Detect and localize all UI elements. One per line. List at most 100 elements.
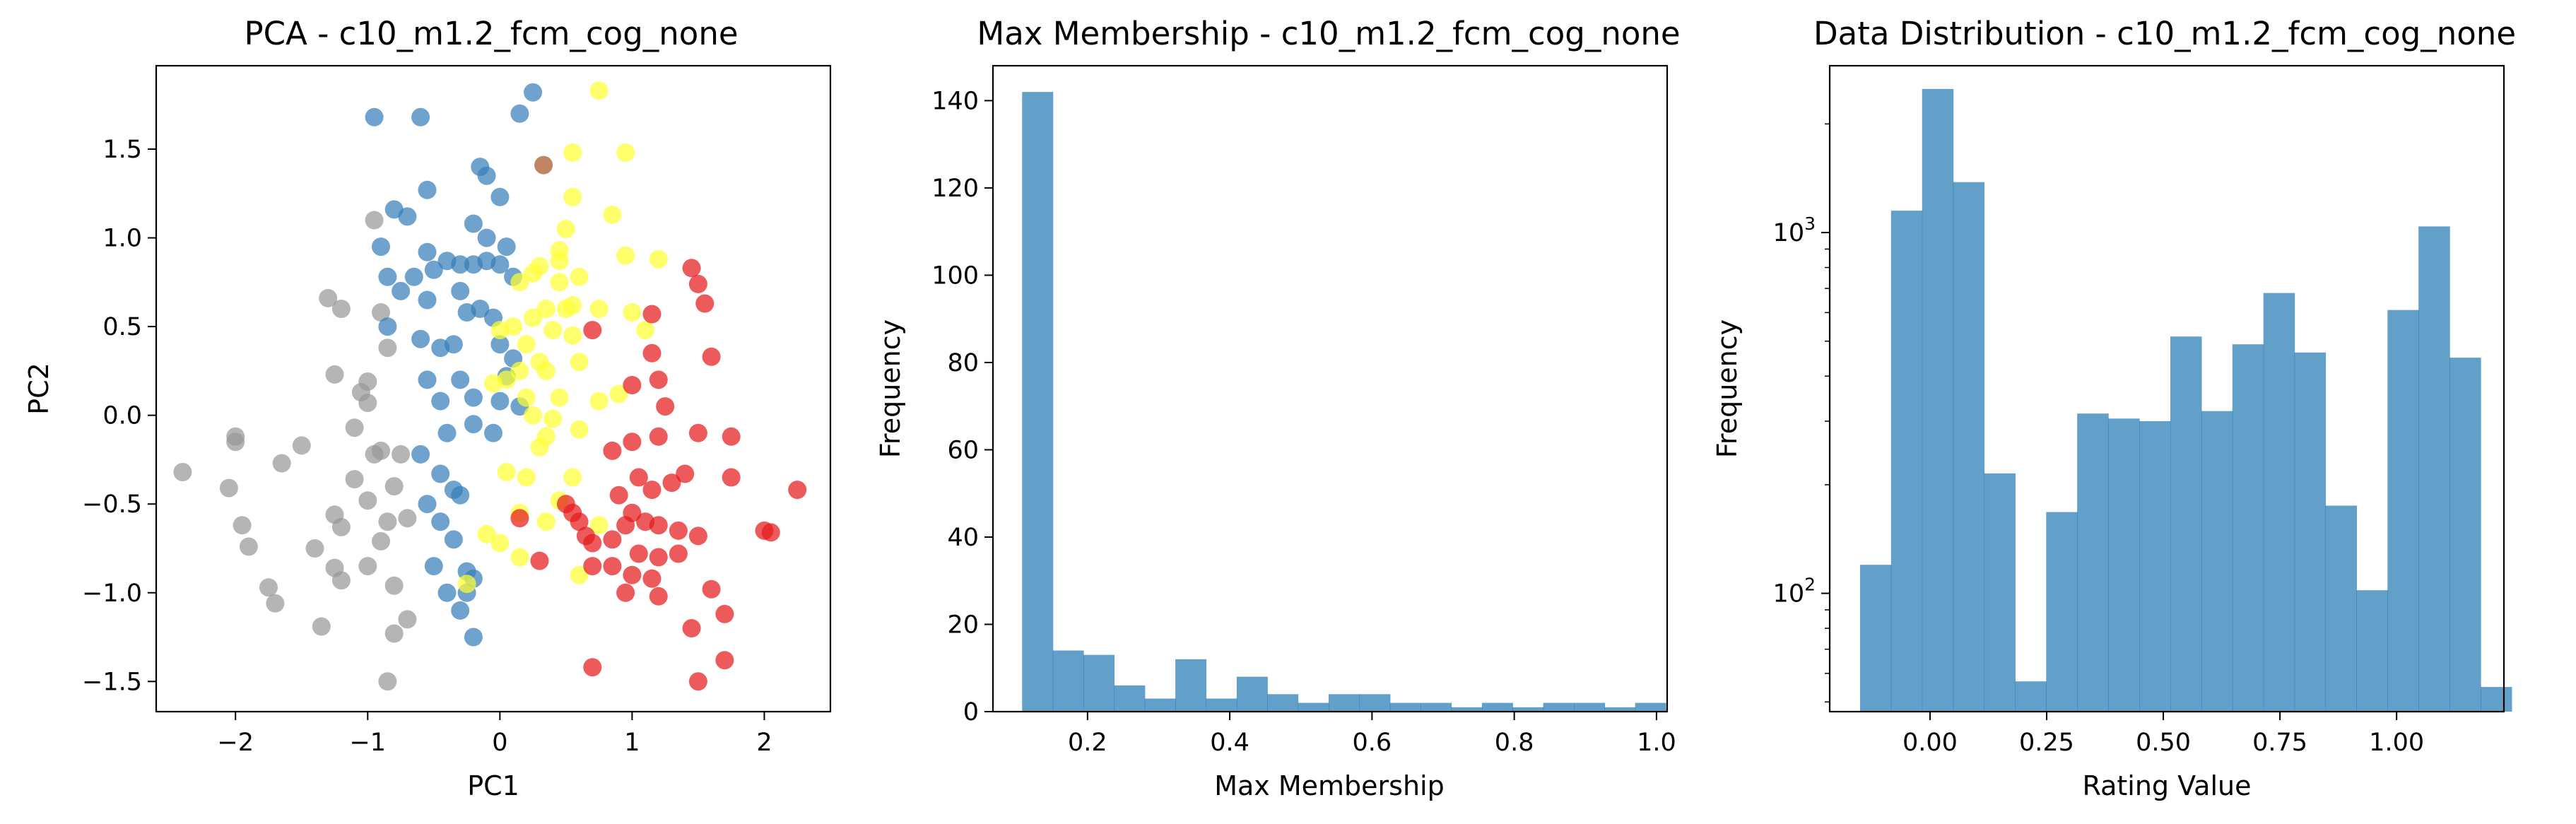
pca-point (431, 512, 450, 531)
pca-point (563, 503, 582, 522)
pca-point (642, 481, 661, 500)
pca-title: PCA - c10_m1.2_fcm_cog_none (244, 15, 738, 52)
pca-point (392, 281, 411, 300)
pca-point (358, 394, 377, 413)
pca-point (497, 463, 516, 481)
pca-ticks: −2 −1 0 1 2 −1.5 −1.0 −0.5 0.0 0.5 1.0 1.5 (82, 136, 772, 757)
pca-point (451, 281, 470, 300)
pca-point (524, 83, 543, 102)
pca-point (418, 290, 437, 310)
pca-point (550, 388, 569, 407)
pca-point (398, 207, 417, 226)
max-membership-xtick-label: 1.0 (1637, 729, 1676, 757)
max-membership-ylabel: Frequency (875, 319, 906, 458)
pca-point (642, 569, 661, 588)
pca-point (543, 321, 563, 340)
pca-point (609, 485, 628, 505)
pca-point (536, 512, 555, 531)
pca-point (358, 557, 377, 576)
pca-point (510, 104, 529, 123)
pca-point (372, 303, 390, 322)
pca-point (345, 418, 364, 437)
max-membership-bar (1329, 694, 1360, 712)
pca-point (424, 557, 443, 576)
pca-point (570, 353, 589, 372)
pca-point (378, 512, 397, 531)
pca-point (431, 464, 450, 483)
pca-point (398, 610, 417, 629)
pca-point (629, 468, 648, 487)
pca-point (623, 376, 642, 394)
pca-point (457, 575, 476, 594)
data-distribution-bar (1953, 182, 1985, 712)
pca-point (266, 594, 285, 613)
pca-point (490, 392, 510, 411)
pca-point (616, 516, 635, 535)
pca-point (788, 481, 807, 500)
pca-point (464, 388, 483, 407)
data-distribution-ylabel: Frequency (1712, 319, 1743, 458)
pca-point (636, 321, 655, 340)
pca-point (589, 392, 608, 411)
pca-point (642, 305, 661, 324)
pca-points (173, 81, 807, 691)
pca-point (688, 526, 707, 546)
pca-point (563, 187, 582, 206)
data-distribution-bar (1984, 473, 2016, 712)
data-distribution-bar (2387, 310, 2419, 712)
pca-point (451, 255, 470, 274)
pca-point (471, 300, 490, 318)
pca-xtick-label: 2 (756, 729, 772, 757)
pca-point (464, 628, 483, 647)
data-distribution-bar (1922, 88, 1954, 712)
pca-point (477, 166, 496, 185)
pca-point (418, 495, 437, 514)
max-membership-bar (1635, 702, 1666, 712)
pca-point (656, 397, 675, 416)
pca-point (477, 524, 496, 543)
data-distribution-xtick-label: 1.00 (2369, 729, 2424, 757)
pca-point (623, 432, 642, 452)
pca-point (583, 557, 602, 576)
pca-point (715, 651, 734, 670)
pca-point (372, 531, 390, 551)
data-distribution-xtick-label: 0.25 (2019, 729, 2074, 757)
pca-point (534, 155, 553, 175)
pca-point (603, 441, 622, 460)
max-membership-xtick-label: 0.8 (1495, 729, 1534, 757)
pca-point (510, 273, 529, 292)
pca-point (484, 423, 502, 442)
pca-point (616, 583, 635, 602)
max-membership-bar (1206, 698, 1237, 712)
pca-point (517, 335, 536, 354)
pca-point (437, 423, 457, 442)
pca-point (609, 384, 628, 404)
pca-ytick-label: −1.5 (82, 668, 142, 696)
max-membership-axes-frame (992, 64, 1669, 713)
pca-ytick-label: 1.5 (102, 136, 142, 164)
pca-xtick-label: −2 (217, 729, 254, 757)
pca-point (233, 516, 252, 535)
pca-point (392, 445, 411, 464)
pca-point (384, 624, 404, 643)
max-membership-bar (1236, 676, 1268, 712)
pca-point (761, 523, 780, 542)
max-membership-bar (1574, 702, 1605, 712)
pca-point (649, 516, 668, 535)
data-distribution-xtick-label: 0.75 (2252, 729, 2307, 757)
max-membership-bar (1083, 654, 1114, 712)
max-membership-ytick-label: 60 (947, 436, 979, 464)
pca-point (629, 544, 648, 563)
pca-point (372, 441, 390, 460)
data-distribution-bar (2201, 411, 2233, 712)
pca-point (418, 370, 437, 389)
pca-point (510, 509, 529, 528)
pca-point (517, 388, 536, 407)
pca-point (715, 604, 734, 623)
pca-point (536, 300, 555, 318)
pca-point (589, 81, 608, 100)
pca-point (563, 143, 582, 162)
pca-point (589, 300, 608, 318)
pca-point (616, 143, 635, 162)
